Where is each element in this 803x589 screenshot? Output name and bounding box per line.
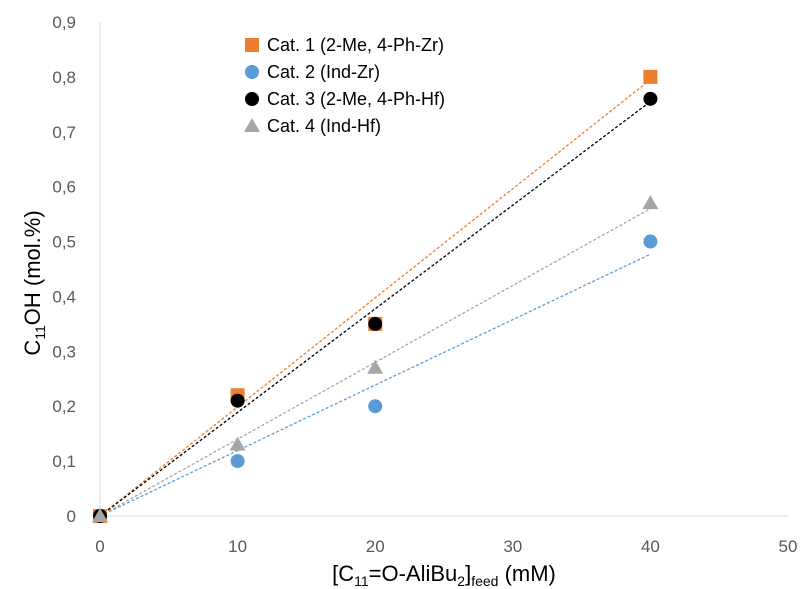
legend-marker [245, 38, 259, 52]
x-tick-label: 30 [503, 537, 522, 556]
data-point [643, 91, 658, 106]
data-point [642, 195, 659, 210]
y-tick-labels: 0 0,1 0,2 0,3 0,4 0,5 0,6 0,7 0,8 0,9 [52, 13, 76, 526]
trendlines [99, 79, 651, 517]
trendline [99, 79, 651, 517]
y-axis-title: C11OH (mol.%) [20, 210, 48, 355]
legend-label: Cat. 4 (Ind-Hf) [267, 116, 381, 136]
trendline [99, 253, 651, 517]
legend-label: Cat. 2 (Ind-Zr) [267, 62, 380, 82]
y-tick-label: 0,6 [52, 178, 76, 197]
x-tick-label: 10 [228, 537, 247, 556]
x-tick-label: 50 [779, 537, 798, 556]
legend-label: Cat. 1 (2-Me, 4-Ph-Zr) [267, 35, 444, 55]
legend-marker [245, 65, 259, 79]
legend: Cat. 1 (2-Me, 4-Ph-Zr) Cat. 2 (Ind-Zr) Cat… [244, 35, 445, 136]
data-point [368, 316, 383, 331]
y-tick-label: 0 [67, 507, 76, 526]
data-point [643, 234, 658, 249]
data-point [368, 399, 383, 414]
x-axis-title: [C11=O-AliBu2]feed (mM) [332, 561, 556, 589]
y-tick-label: 0,3 [52, 342, 76, 361]
x-tick-labels: 0 10 20 30 40 50 [95, 537, 797, 556]
x-tick-label: 20 [366, 537, 385, 556]
y-tick-label: 0,8 [52, 68, 76, 87]
x-tick-label: 0 [95, 537, 104, 556]
data-point [92, 508, 108, 522]
y-tick-label: 0,5 [52, 233, 76, 252]
data-point [230, 454, 245, 469]
data-point [367, 359, 384, 374]
trendline [99, 101, 651, 517]
data-point [229, 436, 246, 451]
y-tick-label: 0,1 [52, 452, 76, 471]
y-tick-label: 0,2 [52, 397, 76, 416]
y-tick-label: 0,7 [52, 123, 76, 142]
axes [99, 22, 788, 517]
legend-marker [244, 118, 260, 132]
y-tick-label: 0,4 [52, 287, 76, 306]
data-points [92, 69, 659, 523]
y-tick-label: 0,9 [52, 13, 76, 32]
legend-marker [245, 92, 259, 106]
x-tick-label: 40 [641, 537, 660, 556]
data-point [643, 69, 658, 84]
legend-label: Cat. 3 (2-Me, 4-Ph-Hf) [267, 89, 445, 109]
data-point [230, 393, 245, 408]
